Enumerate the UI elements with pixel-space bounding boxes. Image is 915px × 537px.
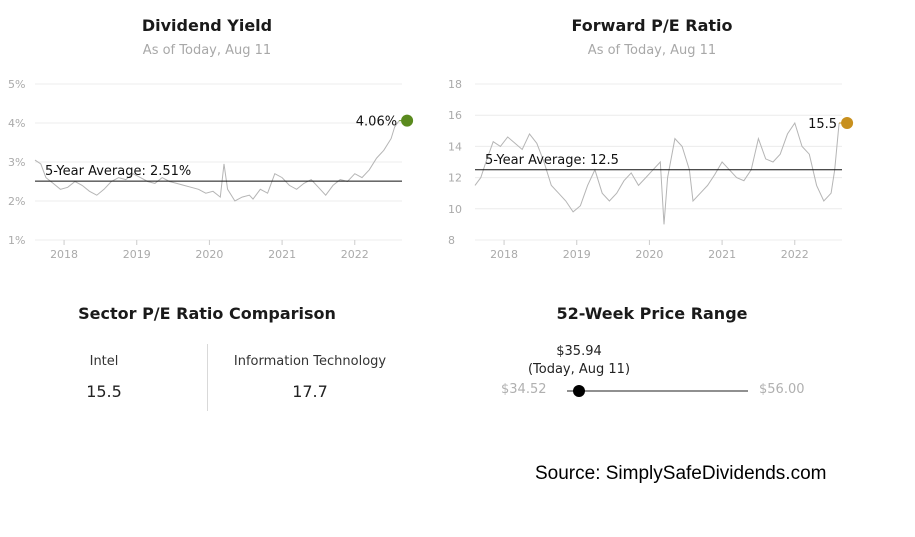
current-value-label: 4.06% <box>356 115 397 130</box>
forward-pe-subtitle: As of Today, Aug 11 <box>587 43 717 58</box>
dividend-yield-subtitle: As of Today, Aug 11 <box>142 43 272 58</box>
y-tick-label: 14 <box>448 140 462 153</box>
x-tick-label: 2020 <box>195 248 223 261</box>
x-tick-label: 2021 <box>708 248 736 261</box>
current-price-date: (Today, Aug 11) <box>527 362 631 377</box>
forward-pe-chart: 18 16 14 12 10 8 2018 2019 2020 2021 2022 5-Year Av… <box>448 78 854 261</box>
current-price: $35.94 <box>556 344 602 359</box>
y-tick-label: 3% <box>8 156 25 169</box>
comparison-divider <box>207 344 208 411</box>
series-line <box>34 120 400 202</box>
x-tick-label: 2019 <box>123 248 151 261</box>
y-tick-label: 8 <box>448 234 455 247</box>
y-tick-label: 12 <box>448 172 462 185</box>
source-text: Source: SimplySafeDividends.com <box>535 463 827 484</box>
average-label: 5-Year Average: 12.5 <box>485 153 619 168</box>
company-pe-value: 15.5 <box>86 382 122 401</box>
y-tick-label: 5% <box>8 78 25 91</box>
sector-pe-title: Sector P/E Ratio Comparison <box>78 304 336 323</box>
sector-label: Information Technology <box>233 354 387 369</box>
x-tick-label: 2022 <box>781 248 809 261</box>
y-tick-label: 4% <box>8 117 25 130</box>
current-price-marker <box>573 385 585 397</box>
sector-pe-value: 17.7 <box>292 382 328 401</box>
y-tick-label: 16 <box>448 109 462 122</box>
dividend-yield-chart: 5% 4% 3% 2% 1% 2018 2019 2020 2021 2022 5-Year Ave… <box>8 78 414 261</box>
current-price-label: $35.94 (Today, Aug 11) <box>509 343 649 379</box>
y-tick-label: 10 <box>448 203 462 216</box>
x-tick-label: 2021 <box>268 248 296 261</box>
x-tick-label: 2018 <box>490 248 518 261</box>
range-low-label: $34.52 <box>501 382 547 397</box>
y-tick-label: 2% <box>8 195 25 208</box>
x-tick-label: 2018 <box>50 248 78 261</box>
series-line <box>474 121 840 225</box>
average-label: 5-Year Average: 2.51% <box>45 164 191 179</box>
price-range-slider <box>567 385 748 397</box>
range-high-label: $56.00 <box>759 382 805 397</box>
y-tick-label: 18 <box>448 78 462 91</box>
x-tick-label: 2022 <box>341 248 369 261</box>
current-value-label: 15.5 <box>808 117 837 132</box>
price-range-title: 52-Week Price Range <box>556 304 748 323</box>
x-tick-label: 2019 <box>563 248 591 261</box>
y-tick-label: 1% <box>8 234 25 247</box>
current-marker <box>401 114 414 127</box>
dividend-yield-title: Dividend Yield <box>141 16 273 35</box>
current-marker <box>841 117 854 129</box>
x-tick-label: 2020 <box>635 248 663 261</box>
forward-pe-title: Forward P/E Ratio <box>571 16 733 35</box>
company-label: Intel <box>89 354 119 369</box>
